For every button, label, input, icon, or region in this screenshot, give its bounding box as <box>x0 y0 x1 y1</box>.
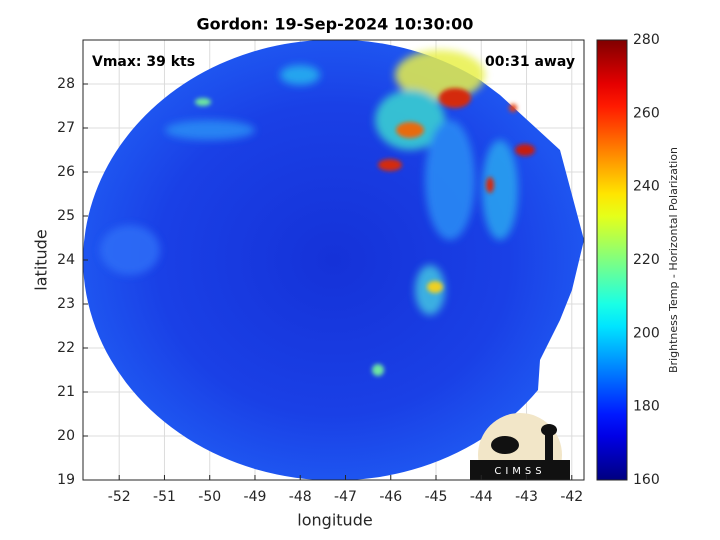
colorbar-tick-label: 220 <box>633 252 660 268</box>
y-tick-label: 23 <box>57 296 75 312</box>
brightness-image: CIMSS <box>83 40 584 480</box>
x-tick-label: -44 <box>470 489 493 505</box>
y-tick-label: 28 <box>57 76 75 92</box>
colorbar-tick-label: 240 <box>633 179 660 195</box>
logo-text: CIMSS <box>494 466 545 477</box>
x-tick-label: -49 <box>244 489 267 505</box>
x-tick-label: -52 <box>108 489 131 505</box>
logo: CIMSS <box>470 413 570 480</box>
y-axis-label: latitude <box>32 229 51 290</box>
colorbar-tick-label: 200 <box>633 325 660 341</box>
x-tick-label: -48 <box>289 489 312 505</box>
annotation: Vmax: 39 kts <box>92 54 195 70</box>
x-tick-label: -46 <box>379 489 402 505</box>
x-tick-label: -43 <box>515 489 538 505</box>
y-tick-label: 21 <box>57 384 75 400</box>
y-tick-label: 27 <box>57 120 75 136</box>
x-tick-label: -51 <box>153 489 176 505</box>
y-tick-label: 20 <box>57 428 75 444</box>
colorbar-tick-label: 160 <box>633 472 660 488</box>
chart-title: Gordon: 19-Sep-2024 10:30:00 <box>197 15 474 34</box>
x-tick-label: -50 <box>198 489 221 505</box>
x-tick-label: -47 <box>334 489 357 505</box>
colorbar-tick-label: 280 <box>633 32 660 48</box>
y-tick-label: 24 <box>57 252 75 268</box>
colorbar-tick-label: 180 <box>633 399 660 415</box>
colorbar <box>596 39 628 481</box>
x-axis-label: longitude <box>297 511 372 530</box>
annotation: 00:31 away <box>485 54 575 70</box>
y-tick-label: 25 <box>57 208 75 224</box>
y-tick-label: 19 <box>57 472 75 488</box>
colorbar-tick-label: 260 <box>633 105 660 121</box>
colorbar-label: Brightness Temp - Horizontal Polarizatio… <box>667 147 680 373</box>
y-tick-label: 26 <box>57 164 75 180</box>
y-tick-label: 22 <box>57 340 75 356</box>
x-tick-label: -45 <box>425 489 448 505</box>
x-tick-label: -42 <box>560 489 583 505</box>
